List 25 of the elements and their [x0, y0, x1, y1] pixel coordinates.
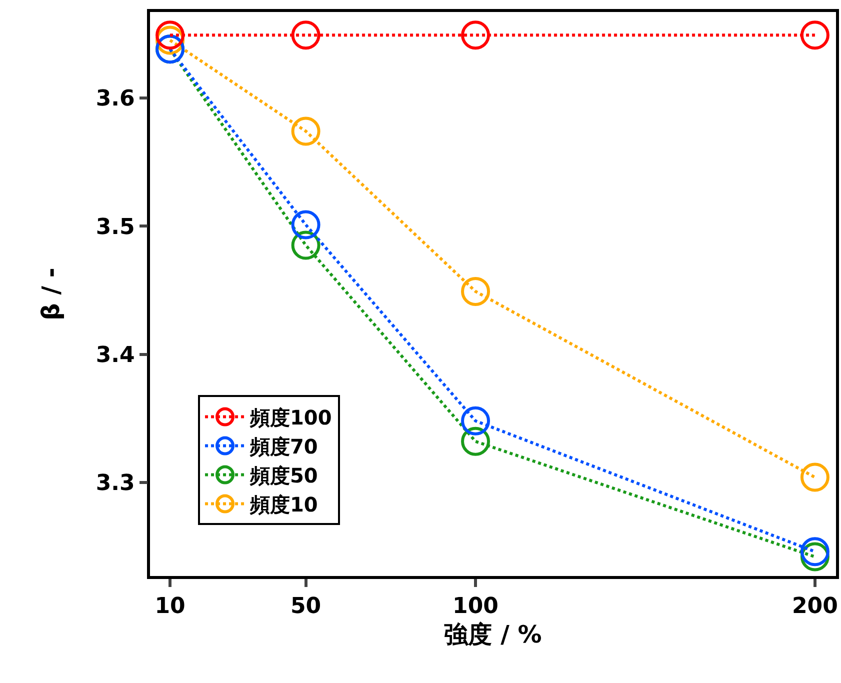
point: [461, 406, 490, 436]
point: [800, 537, 830, 566]
legend-label: 頻度50: [249, 464, 318, 488]
point: [461, 276, 490, 306]
x-tick-label: 50: [290, 594, 322, 620]
y-tick-label: 3.3: [96, 471, 135, 496]
x-tick-label: 200: [792, 594, 838, 620]
y-axis-title: β / -: [36, 268, 65, 320]
point: [291, 20, 320, 50]
point: [461, 20, 490, 50]
point: [800, 462, 830, 492]
point: [800, 20, 830, 50]
legend-label: 頻度70: [249, 434, 318, 459]
y-tick-label: 3.5: [96, 214, 135, 240]
legend-label: 頻度100: [249, 406, 332, 430]
point: [156, 20, 185, 50]
point: [291, 116, 320, 146]
point: [461, 426, 490, 456]
y-tick-label: 3.4: [96, 342, 135, 368]
x-axis-title: 強度 / %: [444, 620, 542, 648]
y-tick-label: 3.6: [96, 86, 135, 112]
point: [291, 210, 320, 240]
legend-label: 頻度10: [249, 492, 318, 517]
x-tick-label: 10: [154, 594, 186, 620]
x-tick-label: 100: [452, 594, 498, 620]
